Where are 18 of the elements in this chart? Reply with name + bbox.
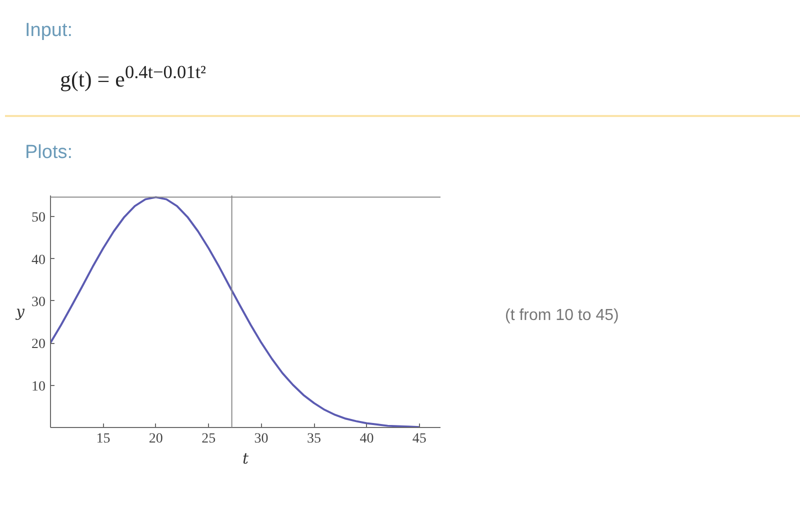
x-axis-title: t: [242, 450, 250, 468]
y-tick-label: 50: [32, 210, 46, 226]
x-tick-label: 40: [360, 432, 374, 446]
y-axis-title: y: [15, 302, 26, 320]
chart-subtitle: g(t) = e$^{0.4t−0.01t²}$: [60, 61, 206, 94]
x-tick-label: 45: [412, 432, 426, 446]
text: (t from 10 to 45): [505, 306, 619, 326]
x-tick-label: 35: [307, 432, 322, 446]
x-tick-label: 25: [202, 432, 216, 446]
chart-title: Input:: [25, 19, 73, 43]
y-tick-label: 20: [32, 337, 46, 352]
y-tick-label: 40: [32, 252, 46, 268]
y-tick-label: 30: [32, 294, 46, 310]
y-tick-label: 10: [32, 379, 46, 394]
x-tick-label: 30: [254, 432, 268, 446]
x-tick-label: 20: [148, 432, 163, 446]
x-tick-label: 15: [96, 432, 110, 446]
text: Plots:: [25, 141, 73, 165]
